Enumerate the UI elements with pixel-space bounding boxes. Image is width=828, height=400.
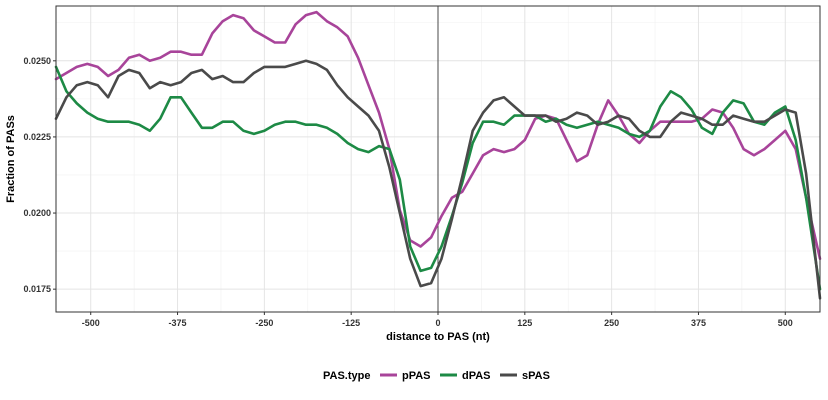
y-axis-title: Fraction of PASs [5, 115, 17, 203]
legend: PAS.type pPAS dPAS sPAS [323, 370, 550, 382]
y-axis: 0.0175 0.0200 0.0225 0.0250 [23, 56, 56, 294]
x-tick-label: -125 [342, 318, 360, 328]
y-tick-label: 0.0225 [23, 132, 51, 142]
plot-area [54, 5, 822, 313]
legend-label-sPAS: sPAS [522, 370, 550, 382]
series-line-pPAS [54, 10, 822, 260]
legend-title: PAS.type [323, 370, 370, 382]
x-axis: -500 -375 -250 -125 0 125 250 375 500 [82, 312, 793, 328]
x-tick-label: 375 [691, 318, 706, 328]
x-tick-label: 500 [778, 318, 793, 328]
y-tick-label: 0.0250 [23, 56, 51, 66]
legend-label-pPAS: pPAS [402, 370, 431, 382]
y-tick-label: 0.0200 [23, 208, 51, 218]
x-tick-label: 250 [604, 318, 619, 328]
x-axis-title: distance to PAS (nt) [386, 331, 490, 343]
x-tick-label: -250 [255, 318, 273, 328]
series-layer [54, 10, 822, 300]
series-line-dPAS [54, 65, 822, 291]
y-tick-label: 0.0175 [23, 284, 51, 294]
legend-label-dPAS: dPAS [462, 370, 491, 382]
series-line-sPAS [54, 59, 822, 300]
x-tick-label: 125 [517, 318, 532, 328]
x-tick-label: -375 [169, 318, 187, 328]
x-tick-label: -500 [82, 318, 100, 328]
x-tick-label: 0 [435, 318, 440, 328]
